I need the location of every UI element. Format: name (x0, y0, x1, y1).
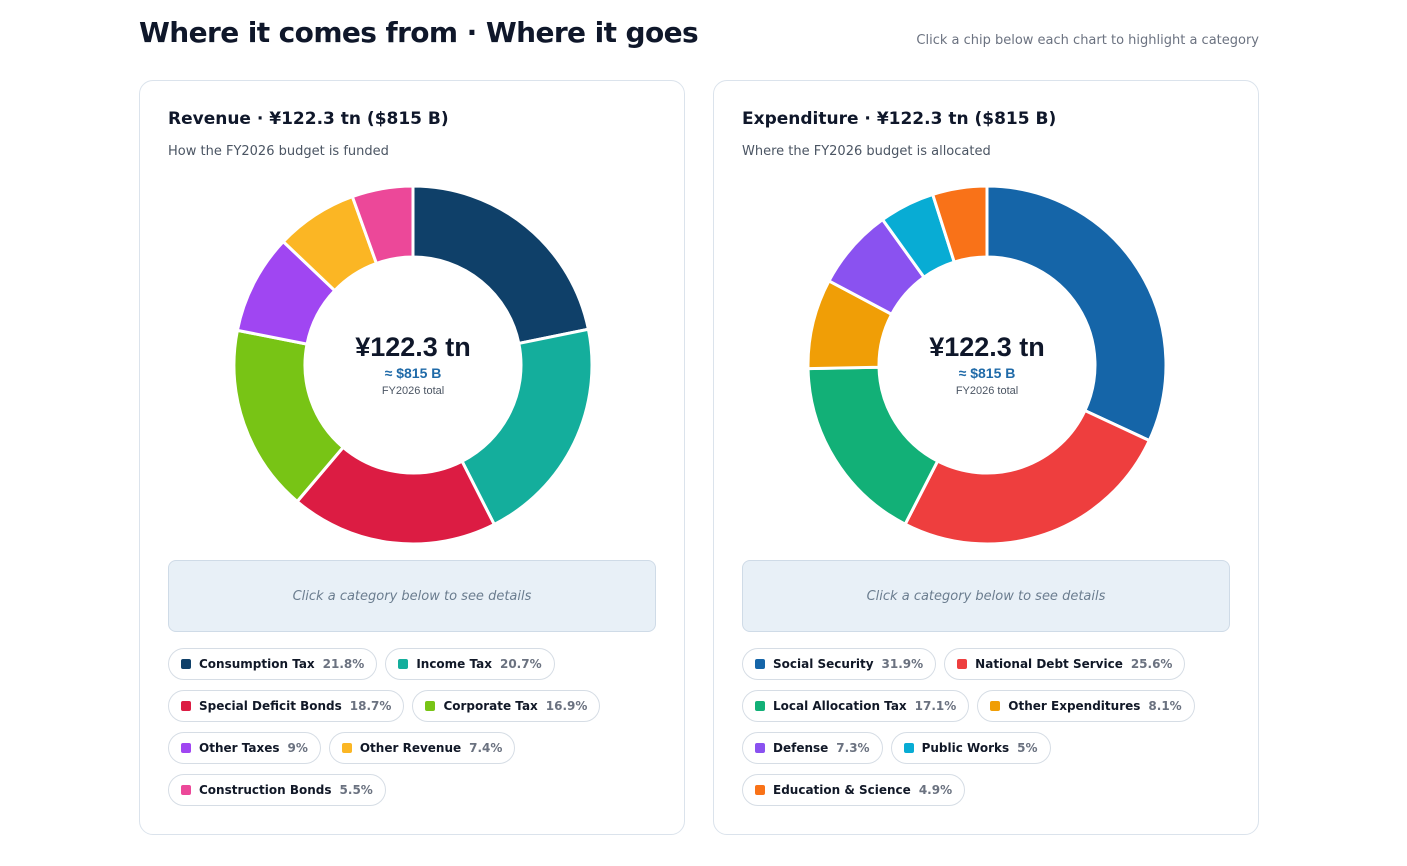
expenditure-details-panel: Click a category below to see details (742, 560, 1230, 632)
chip-label: Other Taxes (199, 741, 280, 755)
chip-label: Income Tax (416, 657, 492, 671)
expenditure-slice-local-allocation-tax[interactable] (807, 365, 940, 527)
color-swatch (755, 743, 765, 753)
revenue-chip-consumption-tax[interactable]: Consumption Tax 21.8% (168, 648, 378, 680)
expenditure-slice-education-and-science[interactable] (930, 185, 989, 264)
color-swatch (425, 701, 436, 711)
chip-label: Local Allocation Tax (773, 699, 907, 713)
chip-percent: 9% (287, 741, 308, 755)
expenditure-title: Expenditure · ¥122.3 tn ($815 B) (742, 109, 1057, 129)
chip-percent: 25.6% (1130, 657, 1173, 671)
revenue-chip-construction-bonds[interactable]: Construction Bonds 5.5% (168, 774, 386, 806)
color-swatch (903, 743, 914, 753)
revenue-details-panel: Click a category below to see details (168, 560, 656, 632)
revenue-donut-chart: ¥122.3 tn ≈ $815 B FY2026 total (233, 185, 593, 545)
expenditure-chip-social-security[interactable]: Social Security 31.9% (742, 648, 937, 680)
revenue-chip-income-tax[interactable]: Income Tax 20.7% (385, 648, 555, 680)
revenue-slice-consumption-tax[interactable] (411, 185, 591, 346)
chip-label: Public Works (921, 741, 1010, 755)
chip-percent: 21.8% (322, 657, 365, 671)
revenue-chip-special-deficit-bonds[interactable]: Special Deficit Bonds 18.7% (168, 690, 405, 722)
chip-percent: 7.4% (469, 741, 503, 755)
page-title: Where it comes from · Where it goes (139, 16, 699, 49)
expenditure-donut-chart: ¥122.3 tn ≈ $815 B FY2026 total (807, 185, 1167, 545)
chip-percent: 7.3% (836, 741, 870, 755)
expenditure-subtitle: Where the FY2026 budget is allocated (742, 144, 991, 159)
chip-label: National Debt Service (975, 657, 1123, 671)
expenditure-legend-chips: Social Security 31.9% National Debt Servic… (742, 648, 1242, 806)
expenditure-chip-local-allocation-tax[interactable]: Local Allocation Tax 17.1% (742, 690, 970, 722)
chip-percent: 5% (1017, 741, 1038, 755)
expenditure-card: Expenditure · ¥122.3 tn ($815 B) Where t… (713, 80, 1259, 835)
color-swatch (755, 659, 765, 669)
color-swatch (755, 701, 765, 711)
color-swatch (341, 743, 352, 753)
revenue-chip-corporate-tax[interactable]: Corporate Tax 16.9% (412, 690, 601, 722)
chip-percent: 18.7% (349, 699, 392, 713)
chip-label: Construction Bonds (199, 783, 332, 797)
expenditure-chip-education-and-science[interactable]: Education & Science 4.9% (742, 774, 966, 806)
revenue-legend-chips: Consumption Tax 21.8% Income Tax 20.7% Speci… (168, 648, 668, 806)
chip-label: Education & Science (773, 783, 911, 797)
color-swatch (398, 659, 409, 669)
revenue-slice-construction-bonds[interactable] (350, 185, 415, 266)
chip-label: Consumption Tax (199, 657, 315, 671)
color-swatch (990, 701, 1001, 711)
chip-percent: 5.5% (339, 783, 373, 797)
color-swatch (755, 785, 765, 795)
revenue-donut-svg (233, 185, 593, 545)
chip-label: Other Revenue (359, 741, 462, 755)
color-swatch (181, 785, 191, 795)
chip-label: Special Deficit Bonds (199, 699, 342, 713)
revenue-slice-income-tax[interactable] (460, 327, 593, 527)
chip-label: Other Expenditures (1008, 699, 1141, 713)
color-swatch (181, 701, 191, 711)
revenue-chip-other-revenue[interactable]: Other Revenue 7.4% (328, 732, 516, 764)
revenue-chip-other-taxes[interactable]: Other Taxes 9% (168, 732, 321, 764)
revenue-title: Revenue · ¥122.3 tn ($815 B) (168, 109, 449, 129)
chip-label: Defense (773, 741, 829, 755)
chip-percent: 31.9% (881, 657, 924, 671)
expenditure-slice-national-debt-service[interactable] (903, 408, 1152, 545)
chip-percent: 4.9% (918, 783, 953, 797)
expenditure-chip-other-expenditures[interactable]: Other Expenditures 8.1% (977, 690, 1195, 722)
chip-percent: 16.9% (545, 699, 588, 713)
chip-percent: 17.1% (914, 699, 957, 713)
page-hint: Click a chip below each chart to highlig… (916, 33, 1259, 48)
color-swatch (181, 743, 191, 753)
color-swatch (181, 659, 191, 669)
expenditure-chip-public-works[interactable]: Public Works 5% (890, 732, 1051, 764)
color-swatch (957, 659, 968, 669)
expenditure-slice-social-security[interactable] (985, 185, 1167, 443)
expenditure-chip-national-debt-service[interactable]: National Debt Service 25.6% (944, 648, 1186, 680)
revenue-card: Revenue · ¥122.3 tn ($815 B) How the FY2… (139, 80, 685, 835)
expenditure-chip-defense[interactable]: Defense 7.3% (742, 732, 883, 764)
chip-percent: 8.1% (1148, 699, 1182, 713)
chip-label: Social Security (773, 657, 874, 671)
chip-percent: 20.7% (499, 657, 542, 671)
revenue-subtitle: How the FY2026 budget is funded (168, 144, 389, 159)
expenditure-donut-svg (807, 185, 1167, 545)
chip-label: Corporate Tax (443, 699, 538, 713)
